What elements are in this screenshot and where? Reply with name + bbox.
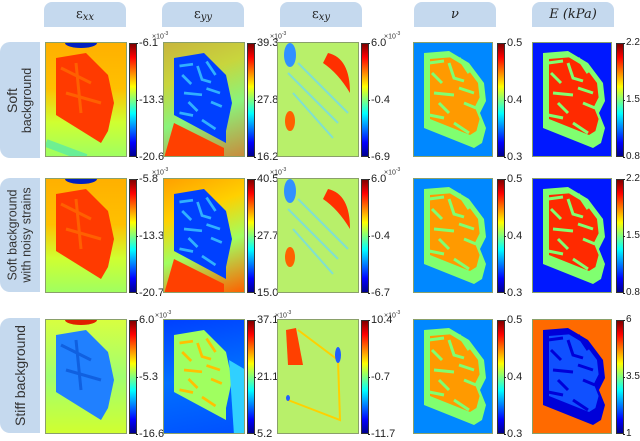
- row-label-line1: Soft: [4, 87, 21, 113]
- tick-min: 0.3: [503, 151, 523, 163]
- tick-mid: 27.8: [253, 94, 279, 106]
- tick-mid: 0.4: [503, 230, 523, 242]
- scale-label: ×10-3: [152, 31, 169, 41]
- scale-label: ×10-3: [270, 31, 287, 41]
- header-subscript: yy: [200, 12, 213, 23]
- row-label-text: Soft background: [4, 67, 35, 133]
- column-header-exy: ε xy: [280, 2, 362, 27]
- tick-mid: 1.5: [623, 230, 640, 241]
- tick-min: -20.6: [135, 151, 165, 163]
- map-E-stiff: [532, 319, 612, 434]
- row-label-stiff-background: Stiff background: [0, 318, 40, 433]
- tick-mid: 27.7: [253, 230, 279, 242]
- tick-mid: 0.4: [503, 371, 523, 383]
- scale-label: ×10-3: [270, 167, 287, 177]
- map-nu-soft: [413, 42, 493, 157]
- tick-min: 1: [623, 428, 632, 439]
- header-subscript: xy: [318, 12, 331, 23]
- scale-label: ×10-3: [275, 310, 292, 320]
- tick-min: 16.2: [253, 151, 279, 163]
- scale-label: ×10-3: [152, 167, 169, 177]
- heatmap-exy-soft: [277, 42, 359, 157]
- heatmap-exx-stiff: [45, 319, 127, 434]
- tick-min: -16.6: [135, 428, 165, 440]
- tick-mid: 0.4: [503, 94, 523, 106]
- tick-min: 5.2: [253, 428, 273, 440]
- tick-min: -6.9: [368, 151, 390, 163]
- tick-max: 0.5: [503, 37, 523, 49]
- tick-max: 6.0: [135, 314, 155, 326]
- tick-min: -6.7: [368, 287, 390, 299]
- tick-mid: 3.5: [623, 371, 640, 382]
- tick-min: 0.3: [503, 428, 523, 440]
- header-symbol: ε: [193, 7, 201, 22]
- header-symbol: E (kPa): [549, 7, 597, 22]
- header-symbol: ε: [311, 7, 319, 22]
- heatmap-eyy-stiff: [163, 319, 245, 434]
- tick-max: 6.0: [367, 37, 387, 49]
- tick-mid: -13.3: [135, 94, 165, 106]
- header-subscript: xx: [82, 12, 95, 23]
- map-E-noisy: [532, 178, 612, 293]
- tick-mid: 1.5: [623, 94, 640, 105]
- tick-max: 2.2: [623, 173, 640, 184]
- row-label-line1: Stiff background: [11, 325, 28, 426]
- header-symbol: ε: [75, 7, 83, 22]
- row-label-soft-noisy: Soft background with noisy strains: [0, 178, 40, 292]
- tick-min: -20.7: [135, 287, 165, 299]
- tick-mid: -0.4: [368, 230, 390, 242]
- tick-max: 0.5: [503, 314, 523, 326]
- tick-mid: -0.7: [368, 371, 390, 383]
- tick-max: 2.2: [623, 37, 640, 48]
- map-nu-stiff: [413, 319, 493, 434]
- tick-max: 6.0: [367, 173, 387, 185]
- tick-max: 10.4: [367, 314, 393, 326]
- tick-min: 15.0: [253, 287, 279, 299]
- row-label-text: Soft background with noisy strains: [6, 187, 34, 282]
- tick-max: 37.1: [253, 314, 279, 326]
- scale-label: ×10-3: [384, 167, 401, 177]
- tick-mid: -13.3: [135, 230, 165, 242]
- column-header-eyy: ε yy: [162, 2, 244, 27]
- tick-min: 0.8: [623, 151, 640, 162]
- row-label-line2: with noisy strains: [20, 187, 34, 283]
- heatmap-exy-noisy: [277, 178, 359, 293]
- scale-label: ×10-3: [384, 31, 401, 41]
- column-header-nu: ν: [414, 2, 496, 27]
- tick-max: -5.8: [136, 173, 158, 185]
- tick-min: -11.7: [367, 428, 396, 440]
- scale-label: ×10-3: [155, 310, 172, 320]
- heatmap-exx-soft: [45, 42, 127, 157]
- column-header-exx: ε xx: [44, 2, 126, 27]
- map-E-soft: [532, 42, 612, 157]
- tick-min: 0.8: [623, 287, 640, 298]
- tick-max: 40.5: [253, 173, 279, 185]
- map-nu-noisy: [413, 178, 493, 293]
- row-label-text: Stiff background: [11, 325, 28, 426]
- heatmap-exx-noisy: [45, 178, 127, 293]
- tick-mid: -5.3: [136, 371, 158, 383]
- tick-min: 0.3: [503, 287, 523, 299]
- tick-max: 0.5: [503, 173, 523, 185]
- heatmap-eyy-noisy: [163, 178, 245, 293]
- tick-max: -6.1: [136, 37, 158, 49]
- scale-label: ×10-3: [384, 310, 401, 320]
- tick-max: 39.3: [253, 37, 279, 49]
- heatmap-exy-stiff: [277, 319, 359, 434]
- heatmap-eyy-soft: [163, 42, 245, 157]
- header-symbol: ν: [451, 7, 459, 22]
- tick-mid: 21.1: [253, 371, 279, 383]
- row-label-line2: background: [20, 67, 35, 133]
- column-header-E: E (kPa): [532, 2, 614, 27]
- tick-mid: -0.4: [368, 94, 390, 106]
- row-label-soft-background: Soft background: [0, 42, 40, 158]
- tick-max: 6: [623, 314, 632, 325]
- row-label-line1: Soft background: [6, 189, 20, 281]
